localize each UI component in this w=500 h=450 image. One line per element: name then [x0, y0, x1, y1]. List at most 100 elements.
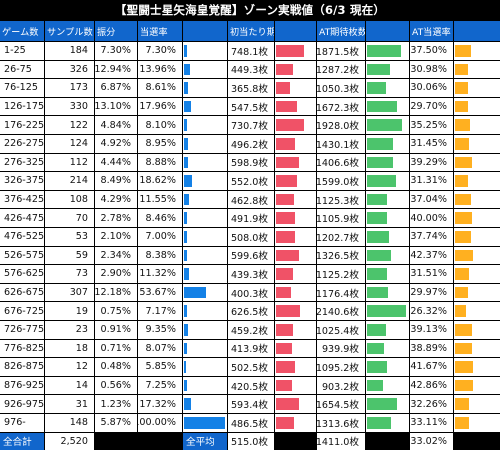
table-row: 926-975 31 1.23% 17.32% 593.4枚 1654.5枚 32.26%: [0, 395, 500, 413]
bar-cell: [366, 172, 409, 190]
first-cell: 626.5枚: [228, 302, 274, 320]
win-value: 7.30%: [145, 45, 176, 57]
samples-value: 53: [75, 231, 88, 243]
atrate-value: 42.37%: [410, 249, 447, 261]
table-row: 726-775 23 0.91% 9.35% 459.2枚 1025.4枚 39.13%: [0, 321, 500, 339]
win-cell: 11.32%: [138, 265, 182, 283]
average-label: 全平均: [186, 437, 215, 449]
samples-value: 124: [69, 138, 88, 150]
at-value: 1095.2枚: [317, 362, 359, 374]
dist-cell: 7.30%: [95, 42, 137, 60]
table-row: 876-925 14 0.56% 7.25% 420.5枚 903.2枚 42.86%: [0, 376, 500, 395]
bar-cell: [183, 321, 227, 339]
dist-value: 12.18%: [95, 287, 131, 299]
win-cell: 8.95%: [138, 135, 182, 153]
at2-bar: [455, 268, 469, 280]
at-value: 2140.6枚: [317, 307, 359, 319]
win-cell: 8.38%: [138, 246, 182, 265]
first-bar: [276, 324, 293, 336]
dist-cell: 2.10%: [95, 228, 137, 246]
at-cell: 1326.5枚: [317, 246, 365, 265]
first-bar: [276, 212, 295, 224]
win-value: 8.95%: [145, 138, 176, 150]
at-bar: [367, 212, 387, 224]
game-cell: 76-125: [0, 79, 44, 97]
game-cell: 876-925: [0, 376, 44, 395]
at-cell: 1313.6枚: [317, 414, 365, 432]
at-value: 1105.9枚: [317, 214, 359, 226]
samples-cell: 108: [45, 190, 94, 209]
column-header-label: 当選率: [140, 27, 168, 38]
game-value: 276-325: [4, 156, 44, 168]
first-cell: 599.6枚: [228, 246, 274, 265]
bar-cell: [454, 190, 500, 209]
dist-value: 7.30%: [100, 45, 131, 57]
column-header-label: AT期待枚数: [319, 27, 365, 38]
samples-cell: 326: [45, 60, 94, 79]
first-bar: [276, 82, 290, 94]
table-row: 76-125 173 6.87% 8.61% 365.8枚 1050.3枚 30.06%: [0, 79, 500, 97]
samples-value: 173: [69, 82, 88, 94]
samples-value: 12: [75, 361, 88, 373]
bar-cell: [275, 172, 316, 190]
at-bar: [367, 193, 387, 206]
first-cell: 496.2枚: [228, 135, 274, 153]
table-row: 226-275 124 4.92% 8.95% 496.2枚 1430.1枚 31.45%: [0, 135, 500, 153]
first-cell: 413.9枚: [228, 339, 274, 358]
dist-value: 4.84%: [100, 119, 131, 131]
game-value: 76-125: [4, 82, 38, 94]
win-bar: [184, 100, 191, 113]
samples-value: 59: [75, 249, 88, 261]
win-value: 9.35%: [145, 324, 176, 336]
win-cell: 53.67%: [138, 283, 182, 302]
atrate-value: 29.70%: [410, 101, 447, 113]
first-value: 502.5枚: [230, 362, 268, 374]
column-header: [366, 21, 409, 41]
bar-cell: [183, 246, 227, 265]
win-bar: [184, 398, 191, 410]
table-row: 26-75 326 12.94% 13.96% 449.3枚 1287.2枚 30.98%: [0, 60, 500, 79]
atrate-value: 31.31%: [410, 175, 447, 187]
dist-value: 1.23%: [100, 398, 131, 410]
win-cell: 9.35%: [138, 321, 182, 339]
bar-cell: [366, 246, 409, 265]
dist-cell: 0.91%: [95, 321, 137, 339]
win-cell: 8.10%: [138, 116, 182, 134]
at-cell: 1672.3枚: [317, 97, 365, 116]
at2-bar: [455, 193, 471, 206]
bar-cell: [275, 339, 316, 358]
game-value: 876-925: [4, 380, 44, 392]
bar-cell: [275, 209, 316, 227]
first-value: 413.9枚: [230, 344, 268, 356]
at-bar: [367, 138, 393, 150]
game-value: 576-625: [4, 268, 44, 280]
at2-bar: [455, 361, 473, 373]
win-value: 8.38%: [145, 249, 176, 261]
at-value: 939.9枚: [321, 344, 359, 356]
win-cell: 13.96%: [138, 60, 182, 79]
bar-cell: [183, 135, 227, 153]
game-value: 526-575: [4, 249, 44, 261]
column-header-label: [185, 21, 227, 41]
at-bar: [367, 286, 388, 299]
total-cell: 全合計: [0, 432, 44, 450]
at-bar: [367, 324, 386, 336]
atrate-value: 31.45%: [410, 138, 447, 150]
first-value: 486.5枚: [230, 418, 268, 430]
atrate-value: 42.86%: [410, 380, 447, 392]
atrate-cell: 35.25%: [410, 116, 453, 134]
at-value: 1672.3枚: [317, 102, 359, 114]
average-first-value: 515.0枚: [230, 437, 268, 449]
game-cell: 126-175: [0, 97, 44, 116]
bar-cell: [183, 79, 227, 97]
dist-cell: 4.29%: [95, 190, 137, 209]
at-cell: 1125.2枚: [317, 265, 365, 283]
at-value: 1287.2枚: [317, 65, 359, 77]
bar-cell: [454, 395, 500, 413]
first-cell: 462.8枚: [228, 190, 274, 209]
at-value: 1050.3枚: [317, 83, 359, 95]
samples-cell: 214: [45, 172, 94, 190]
first-cell: 598.9枚: [228, 153, 274, 172]
win-cell: 8.07%: [138, 339, 182, 358]
